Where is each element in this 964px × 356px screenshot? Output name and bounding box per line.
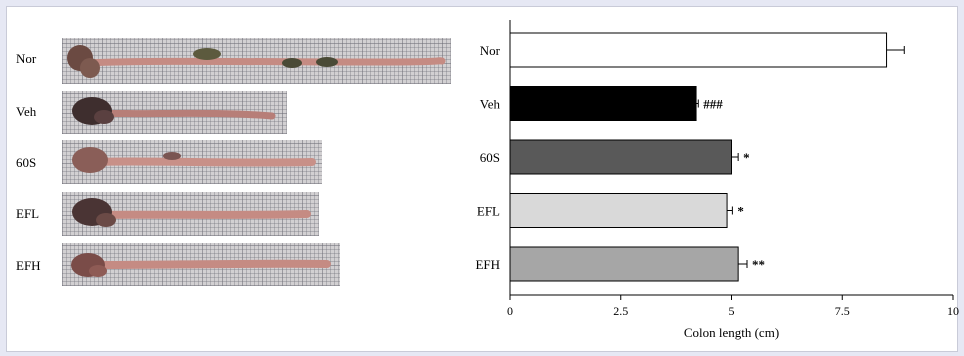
category-label-efl: EFL bbox=[477, 204, 500, 219]
category-label-nor: Nor bbox=[480, 43, 501, 58]
significance-label-efl: * bbox=[737, 204, 744, 219]
category-label-veh: Veh bbox=[480, 97, 501, 112]
colon-photo-60s bbox=[62, 140, 322, 184]
x-tick-label-2: 5 bbox=[729, 304, 735, 318]
colon-photo-veh bbox=[62, 91, 287, 134]
colon-tissue-efl bbox=[72, 198, 311, 227]
x-ticks-layer: 0 2.5 5 7.5 10 bbox=[507, 295, 959, 318]
bar-veh bbox=[509, 86, 697, 121]
colon-tissue-nor bbox=[67, 45, 446, 78]
bars-layer: Nor Veh ### 60S * EFL * EFH ** bbox=[475, 32, 905, 282]
category-label-60s: 60S bbox=[480, 150, 500, 165]
colon-photo-efh bbox=[62, 243, 340, 286]
significance-label-60s: * bbox=[743, 150, 750, 165]
x-tick-label-4: 10 bbox=[947, 304, 959, 318]
significance-label-veh: ### bbox=[703, 97, 723, 112]
specimen-label-efh: EFH bbox=[16, 258, 41, 273]
x-axis-title: Colon length (cm) bbox=[684, 325, 779, 340]
specimen-label-nor: Nor bbox=[16, 51, 37, 66]
x-tick-label-3: 7.5 bbox=[835, 304, 850, 318]
colon-tissue-60s bbox=[72, 147, 316, 173]
x-tick-label-1: 2.5 bbox=[613, 304, 628, 318]
colon-photo-nor bbox=[62, 38, 451, 84]
bar-60s bbox=[509, 139, 732, 175]
specimen-label-efl: EFL bbox=[16, 206, 40, 221]
significance-label-efh: ** bbox=[752, 257, 765, 272]
bar-nor bbox=[509, 32, 888, 68]
bar-efh bbox=[509, 246, 739, 282]
colon-tissue-veh bbox=[72, 97, 276, 125]
specimen-label-60s: 60S bbox=[16, 155, 37, 170]
specimen-label-veh: Veh bbox=[16, 104, 37, 119]
colon-tissue-efh bbox=[71, 253, 331, 277]
category-label-efh: EFH bbox=[475, 257, 500, 272]
x-tick-label-0: 0 bbox=[507, 304, 513, 318]
colon-photo-efl bbox=[62, 192, 319, 236]
bar-efl bbox=[509, 193, 728, 228]
